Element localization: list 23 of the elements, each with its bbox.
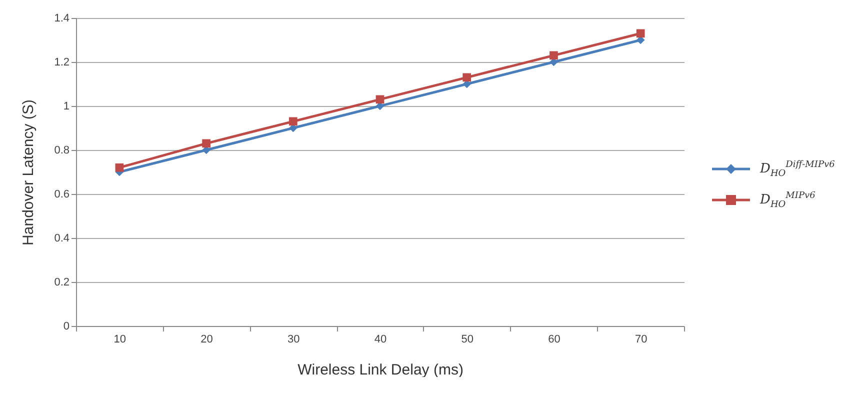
point: [202, 139, 210, 148]
x-tick-label: 20: [200, 334, 213, 346]
y-tick-label: 1.4: [54, 12, 70, 24]
point: [288, 117, 298, 126]
y-tick-label: 1.2: [54, 56, 70, 68]
point: [462, 73, 472, 82]
x-tick-label: 40: [374, 334, 387, 346]
point: [636, 29, 645, 38]
y-tick-label: 1: [63, 100, 70, 112]
x-tick-label: 10: [114, 334, 126, 346]
y-tick-label: 0.8: [54, 144, 70, 156]
point: [115, 163, 124, 172]
x-tick-label: 70: [634, 334, 648, 346]
y-tick-label: 0: [63, 320, 70, 332]
y-axis-title: Handover Latency (S): [20, 100, 38, 246]
x-tick-label: 50: [461, 334, 474, 346]
x-tick-label: 60: [548, 334, 560, 346]
point: [376, 95, 384, 104]
y-tick-label: 0.2: [54, 276, 70, 288]
x-tick-label: 30: [288, 334, 300, 346]
y-tick-label: 0.6: [54, 188, 70, 200]
y-tick-label: 0.4: [54, 232, 70, 244]
point: [550, 51, 558, 60]
